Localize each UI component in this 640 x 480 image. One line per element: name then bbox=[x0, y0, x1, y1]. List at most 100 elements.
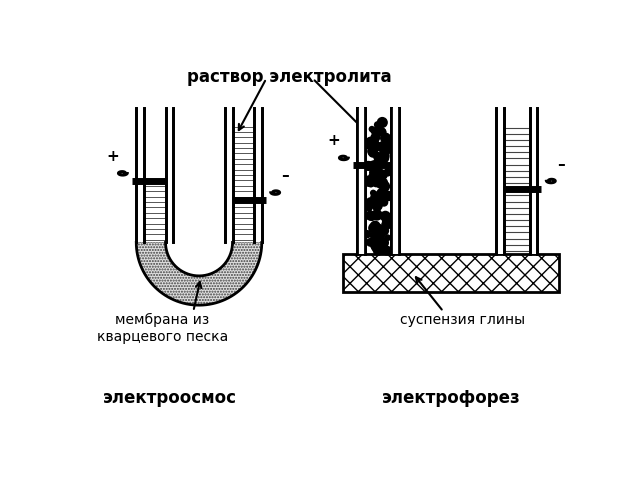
Point bbox=[383, 219, 393, 227]
Point bbox=[372, 206, 382, 214]
Point bbox=[366, 201, 376, 208]
Text: –: – bbox=[557, 156, 564, 171]
Point bbox=[372, 212, 383, 219]
Point bbox=[380, 227, 390, 235]
Point bbox=[373, 157, 383, 165]
Point bbox=[383, 216, 393, 224]
Point bbox=[375, 188, 385, 196]
Point bbox=[372, 231, 382, 239]
Point bbox=[378, 244, 388, 252]
Point bbox=[370, 176, 380, 184]
Point bbox=[381, 247, 392, 254]
Point bbox=[363, 200, 373, 207]
Bar bbox=[530, 108, 538, 254]
Point bbox=[380, 213, 390, 220]
Point bbox=[372, 130, 383, 137]
Point bbox=[365, 136, 375, 144]
Point bbox=[383, 192, 394, 200]
Point bbox=[373, 153, 383, 161]
Point bbox=[369, 232, 379, 240]
Bar bbox=[166, 108, 173, 242]
Point bbox=[364, 177, 374, 185]
Point bbox=[373, 223, 383, 230]
Point bbox=[374, 125, 384, 133]
Point bbox=[374, 226, 385, 234]
Point bbox=[379, 152, 389, 159]
Text: –: – bbox=[281, 168, 289, 183]
Point bbox=[379, 199, 389, 206]
Point bbox=[370, 222, 380, 230]
Text: +: + bbox=[328, 133, 340, 148]
Point bbox=[372, 143, 382, 150]
Point bbox=[373, 243, 383, 251]
Point bbox=[369, 127, 379, 135]
Text: электроосмос: электроосмос bbox=[103, 389, 237, 407]
Point bbox=[376, 144, 387, 152]
Point bbox=[377, 246, 387, 254]
Text: мембрана из
кварцевого песка: мембрана из кварцевого песка bbox=[97, 313, 228, 344]
Point bbox=[365, 198, 376, 206]
Point bbox=[364, 141, 374, 149]
Point bbox=[381, 221, 392, 228]
Point bbox=[368, 149, 378, 156]
Point bbox=[371, 242, 381, 250]
Bar bbox=[254, 108, 262, 242]
Bar bbox=[391, 108, 399, 254]
Point bbox=[379, 154, 389, 162]
Point bbox=[378, 171, 388, 179]
Point bbox=[368, 189, 378, 197]
Point bbox=[369, 201, 380, 208]
Text: суспензия глины: суспензия глины bbox=[400, 313, 525, 327]
Point bbox=[374, 226, 384, 233]
Point bbox=[383, 135, 393, 143]
Point bbox=[365, 180, 376, 188]
Text: раствор электролита: раствор электролита bbox=[187, 68, 392, 85]
Point bbox=[377, 193, 387, 201]
Point bbox=[364, 140, 374, 147]
Bar bbox=[357, 108, 365, 254]
Point bbox=[381, 146, 392, 154]
Point bbox=[371, 192, 381, 200]
Point bbox=[367, 173, 378, 180]
Point bbox=[378, 128, 388, 135]
Point bbox=[372, 121, 383, 129]
Point bbox=[372, 129, 382, 137]
Point bbox=[362, 230, 372, 238]
Point bbox=[370, 134, 380, 142]
Point bbox=[382, 218, 392, 226]
Text: электрофорез: электрофорез bbox=[382, 389, 520, 407]
Point bbox=[369, 168, 379, 176]
Point bbox=[380, 134, 390, 142]
Point bbox=[367, 147, 378, 155]
Point bbox=[377, 128, 387, 136]
Point bbox=[380, 191, 390, 198]
Point bbox=[380, 140, 390, 148]
Point bbox=[376, 180, 386, 187]
Bar bbox=[496, 108, 504, 254]
Polygon shape bbox=[136, 242, 262, 305]
Polygon shape bbox=[166, 242, 232, 276]
Point bbox=[365, 212, 375, 219]
Point bbox=[376, 227, 387, 234]
Point bbox=[363, 162, 373, 170]
Point bbox=[364, 162, 374, 170]
Point bbox=[377, 119, 387, 126]
Point bbox=[364, 204, 374, 212]
Point bbox=[371, 228, 381, 236]
Point bbox=[371, 178, 381, 186]
Point bbox=[379, 239, 389, 246]
Bar bbox=[225, 108, 232, 242]
Point bbox=[365, 239, 375, 246]
Point bbox=[371, 240, 381, 248]
Point bbox=[373, 247, 383, 254]
Point bbox=[370, 243, 380, 251]
Point bbox=[372, 202, 382, 209]
Point bbox=[372, 201, 382, 209]
Polygon shape bbox=[136, 242, 262, 305]
Point bbox=[375, 230, 385, 238]
Point bbox=[380, 188, 390, 195]
Point bbox=[372, 211, 382, 219]
Point bbox=[383, 168, 393, 176]
Bar bbox=[391, 108, 399, 254]
Point bbox=[369, 193, 380, 201]
